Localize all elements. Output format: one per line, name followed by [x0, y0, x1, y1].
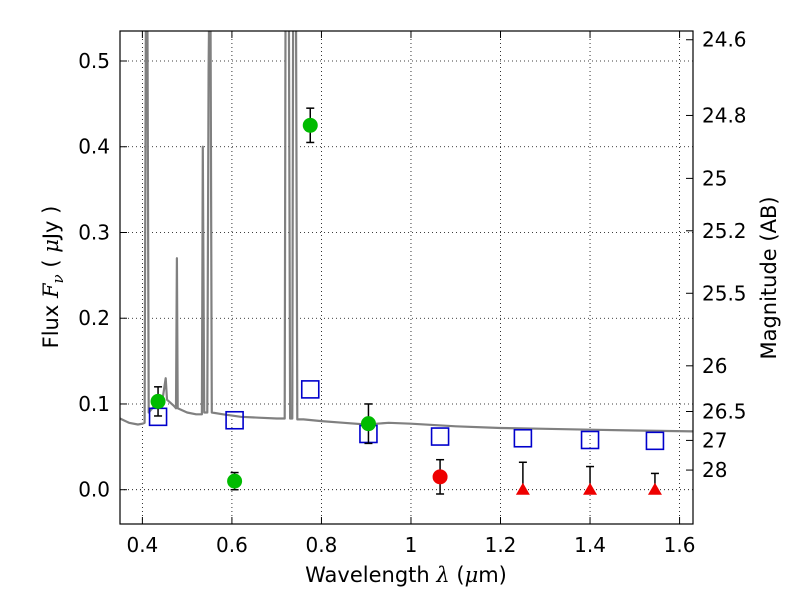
y-tick-label: 0.3: [78, 220, 110, 244]
y2-tick-label: 24.6: [702, 28, 747, 52]
x-tick-label: 1: [405, 533, 418, 557]
model-square-marker: [300, 380, 320, 399]
y2-axis-label: Magnitude (AB): [757, 196, 781, 359]
y2-tick-label: 24.8: [702, 103, 747, 127]
y-tick-label: 0.0: [78, 478, 110, 502]
marker-layer: [148, 107, 665, 495]
y2-tick-label: 25.2: [702, 219, 747, 243]
upper-limit-triangle: [583, 482, 598, 495]
y2-tick-label: 26: [702, 354, 727, 378]
x-tick-label: 1.2: [485, 533, 517, 557]
y2-tick-label: 28: [702, 458, 727, 482]
y2-tick-label: 26.5: [702, 400, 747, 424]
upper-limit-triangle: [515, 482, 530, 495]
y-tick-label: 0.4: [78, 135, 110, 159]
green-circle-marker: [227, 473, 243, 489]
green-circle-marker: [302, 117, 318, 133]
plot-frame: [119, 30, 694, 525]
x-tick-label: 0.8: [306, 533, 338, 557]
y2-tick-label: 27: [702, 428, 727, 452]
x-axis-label: Wavelength λ (μm): [305, 563, 507, 587]
x-tick-label: 0.6: [216, 533, 248, 557]
y-tick-label: 0.1: [78, 392, 110, 416]
y2-tick-label: 25.5: [702, 281, 747, 305]
model-square-marker: [580, 430, 600, 450]
model-square-marker: [513, 428, 533, 448]
axis-ticks: [120, 31, 693, 524]
green-circle-marker: [150, 393, 166, 409]
upper-limit-triangle: [647, 482, 662, 495]
x-tick-label: 1.6: [664, 533, 696, 557]
x-tick-label: 0.4: [126, 533, 158, 557]
model-square-marker: [430, 427, 450, 446]
axis-tick-labels: 0.4 0.6 0.8 1 1.2 1.4 1.6 0.0 0.1 0.2 0.3 0.4 0.5 24.…: [78, 28, 746, 557]
x-tick-label: 1.4: [574, 533, 606, 557]
model-square-marker: [645, 431, 665, 451]
y2-tick-label: 25: [702, 166, 727, 190]
y-tick-label: 0.5: [78, 49, 110, 73]
red-circle-marker: [432, 469, 448, 485]
model-square-marker: [225, 410, 244, 430]
plot-background: [120, 31, 693, 524]
y-tick-label: 0.2: [78, 306, 110, 330]
green-circle-marker: [360, 416, 376, 432]
y-axis-label: Flux Fν ( μJy ): [39, 206, 67, 349]
